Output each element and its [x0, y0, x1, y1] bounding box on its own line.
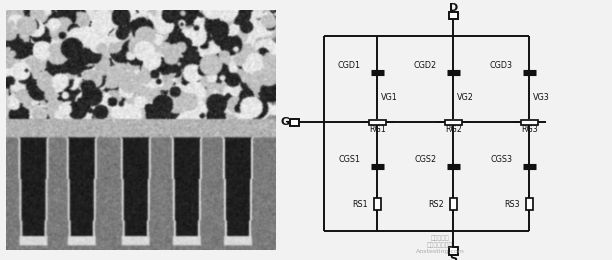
Text: VG3: VG3 — [533, 93, 550, 102]
Text: CGD1: CGD1 — [337, 61, 360, 70]
Text: RG3: RG3 — [521, 125, 538, 134]
Text: 电子制造资讯站: 电子制造资讯站 — [427, 242, 453, 248]
Text: RG1: RG1 — [369, 125, 386, 134]
Text: VG1: VG1 — [381, 93, 398, 102]
Text: CGS1: CGS1 — [338, 155, 360, 164]
Text: CGS2: CGS2 — [414, 155, 436, 164]
Bar — [374, 198, 381, 210]
Text: RS3: RS3 — [504, 200, 520, 209]
Text: S: S — [449, 254, 457, 260]
Text: RS1: RS1 — [353, 200, 368, 209]
Text: CGD2: CGD2 — [413, 61, 436, 70]
Text: RS2: RS2 — [428, 200, 444, 209]
Text: D: D — [449, 3, 458, 13]
Text: Anstesting.com: Anstesting.com — [416, 249, 465, 254]
Text: CGS3: CGS3 — [490, 155, 512, 164]
Text: G: G — [280, 117, 289, 127]
Text: CGD3: CGD3 — [489, 61, 512, 70]
Bar — [449, 247, 458, 255]
Text: RG2: RG2 — [445, 125, 462, 134]
Bar — [445, 120, 462, 125]
Text: 素瓷检测网: 素瓷检测网 — [431, 236, 450, 242]
Text: VG2: VG2 — [457, 93, 474, 102]
Bar — [369, 120, 386, 125]
Bar — [526, 198, 533, 210]
Bar — [450, 198, 457, 210]
Bar — [290, 119, 299, 126]
Bar — [521, 120, 538, 125]
Bar — [449, 12, 458, 19]
